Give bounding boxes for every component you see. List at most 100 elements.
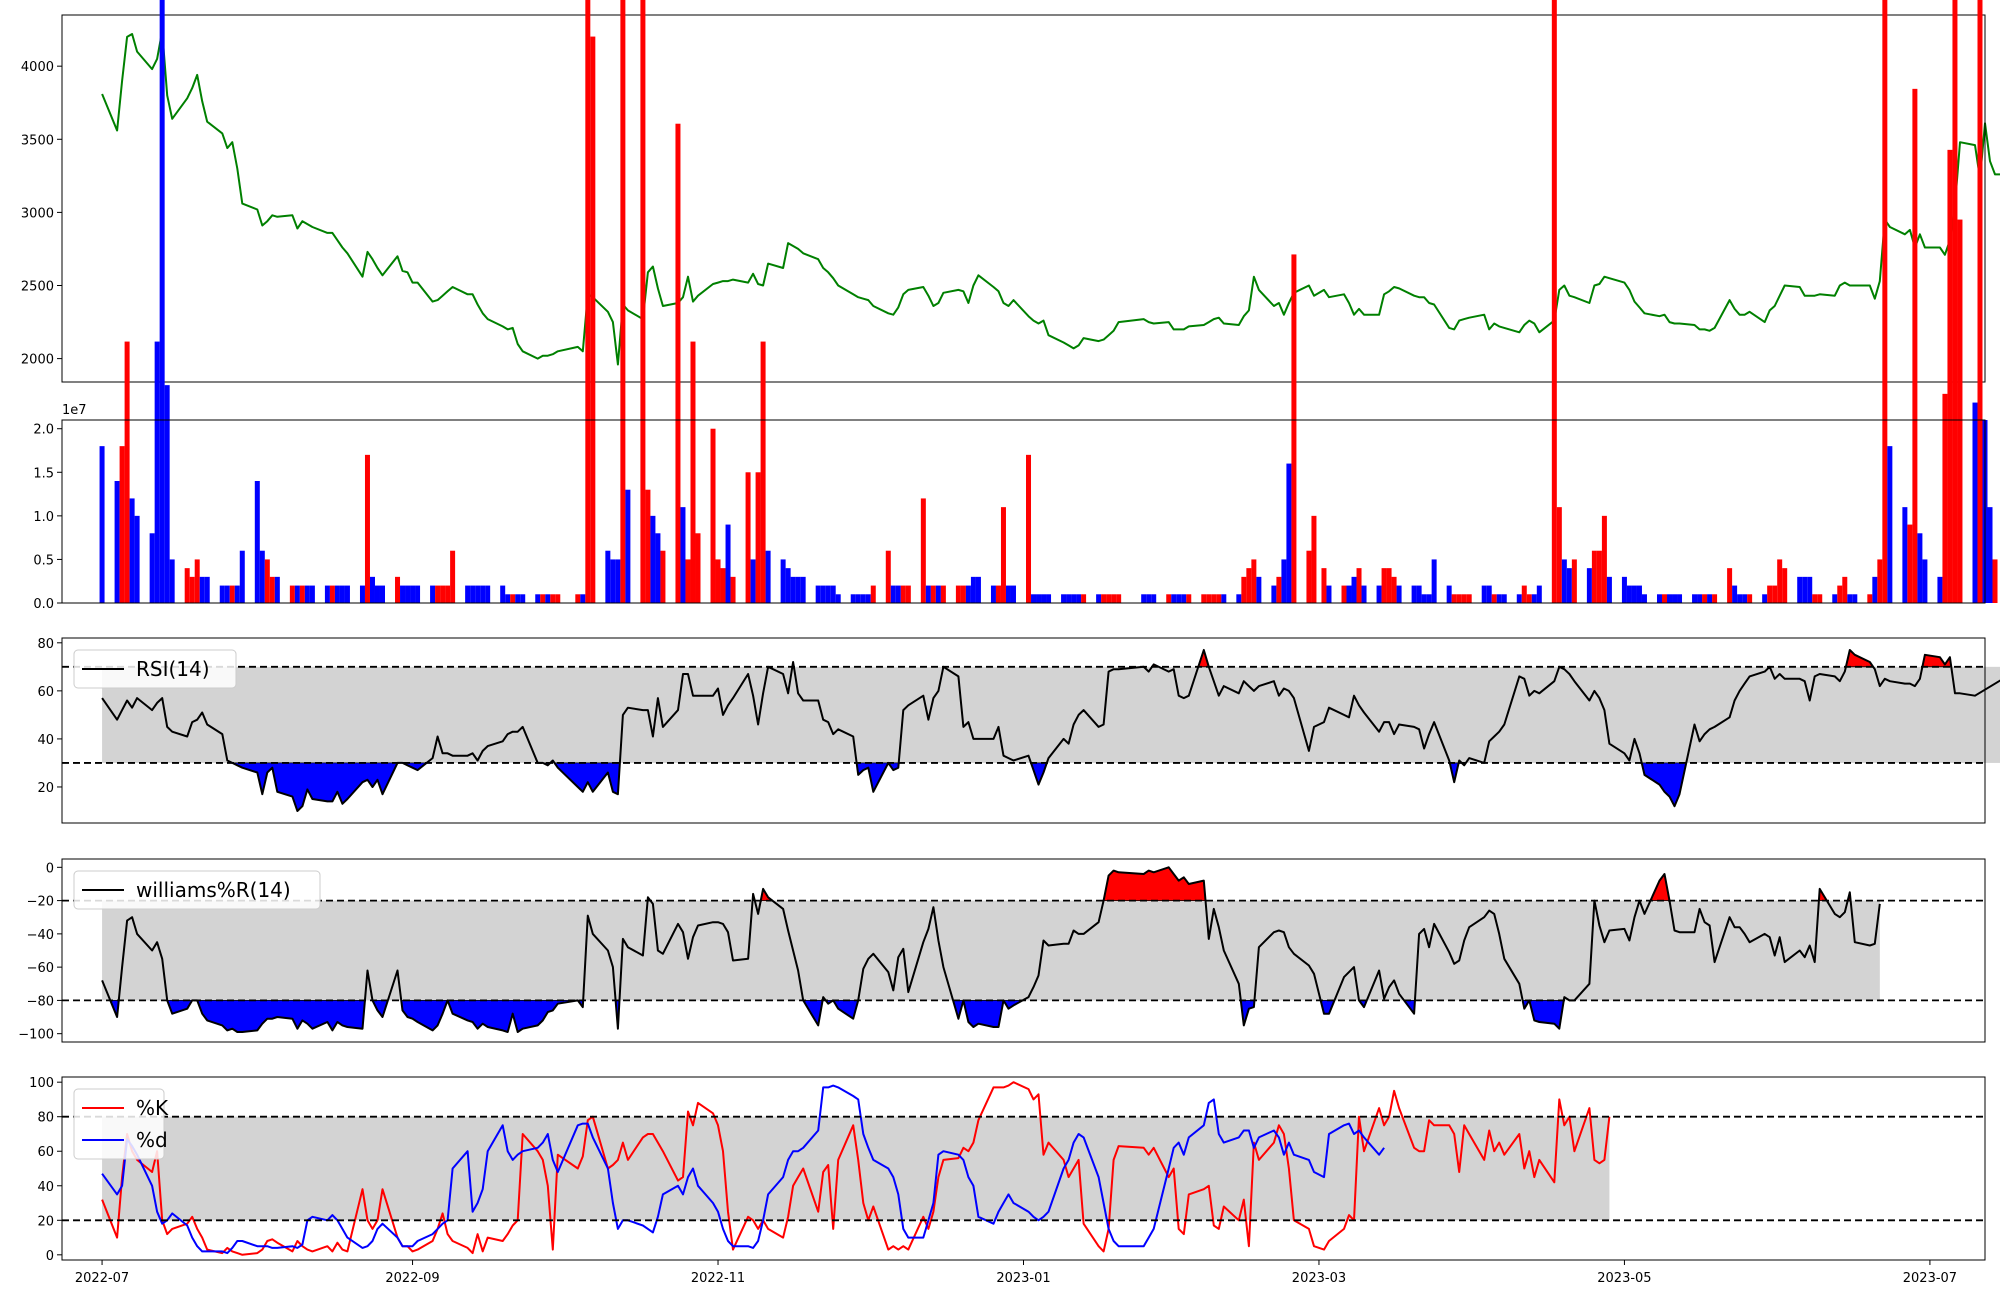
volume-bar bbox=[1236, 594, 1242, 603]
volume-bar bbox=[1046, 594, 1052, 603]
volume-bar bbox=[550, 594, 556, 603]
volume-bar bbox=[324, 585, 330, 603]
volume-bar bbox=[440, 585, 446, 603]
volume-bar bbox=[830, 585, 836, 603]
date-axis: 2022-07 2022-09 2022-11 2023-01 2023-03 2023-… bbox=[75, 1260, 1957, 1286]
volume-bar bbox=[1486, 585, 1492, 603]
volume-bar bbox=[435, 585, 441, 603]
volume-bar bbox=[1667, 594, 1673, 603]
volume-bar bbox=[1536, 585, 1542, 603]
volume-bar bbox=[359, 585, 365, 603]
volume-bar bbox=[1902, 507, 1908, 603]
volume-bar bbox=[1341, 585, 1347, 603]
volume-bar bbox=[765, 550, 771, 603]
volume-bar bbox=[675, 123, 681, 603]
x-tick-label: 2023-07 bbox=[1903, 1271, 1957, 1286]
volume-bar bbox=[274, 576, 280, 603]
volume-bar bbox=[1171, 594, 1177, 603]
rsi-legend bbox=[73, 649, 237, 689]
volume-bar bbox=[695, 533, 701, 603]
volume-bar bbox=[380, 585, 385, 603]
volume-bar bbox=[865, 594, 871, 603]
volume-bar bbox=[855, 594, 861, 603]
volume-bar bbox=[1621, 576, 1627, 603]
legend-label: RSI(14) bbox=[136, 657, 210, 681]
volume-bar bbox=[1887, 446, 1893, 603]
volume-bar bbox=[970, 576, 976, 603]
volume-bar bbox=[1937, 576, 1943, 603]
price-panel: 2000 2500 3000 3500 4000 bbox=[21, 14, 2000, 383]
volume-bar bbox=[1772, 585, 1778, 603]
volume-bar bbox=[580, 594, 586, 603]
volume-bar bbox=[134, 515, 140, 603]
volume-bar bbox=[119, 446, 125, 603]
legend-label: %d bbox=[136, 1128, 168, 1152]
volume-bar bbox=[645, 489, 651, 603]
volume-bar bbox=[1246, 568, 1252, 603]
volume-bar bbox=[369, 576, 375, 603]
y-tick-label: 0 bbox=[46, 1249, 54, 1264]
volume-bar bbox=[1516, 594, 1522, 603]
volume-bar bbox=[259, 550, 265, 603]
price-frame bbox=[61, 14, 1986, 383]
volume-bar bbox=[1832, 594, 1838, 603]
volume-bar bbox=[1606, 576, 1612, 603]
volume-bar bbox=[114, 481, 120, 603]
y-tick-label: −60 bbox=[27, 961, 54, 976]
volume-bar bbox=[1762, 594, 1768, 603]
volume-bar bbox=[1026, 454, 1032, 603]
volume-bar bbox=[1782, 568, 1788, 603]
volume-bar bbox=[294, 585, 300, 603]
volume-bar bbox=[1211, 594, 1217, 603]
volume-bar bbox=[1361, 585, 1367, 603]
volume-bar bbox=[169, 559, 175, 603]
volume-bar bbox=[745, 472, 751, 603]
volume-bar bbox=[1872, 576, 1878, 603]
volume-bar bbox=[1071, 594, 1077, 603]
volume-bar bbox=[1221, 594, 1227, 603]
volume-bar bbox=[154, 341, 160, 603]
volume-bar bbox=[204, 576, 210, 603]
x-tick-label: 2023-01 bbox=[996, 1271, 1050, 1286]
volume-bar bbox=[1186, 594, 1192, 603]
volume-bar bbox=[1852, 594, 1858, 603]
volume-bar bbox=[710, 428, 716, 603]
volume-bar bbox=[445, 585, 451, 603]
y-tick-label: 2.0 bbox=[33, 423, 54, 438]
williams-band bbox=[102, 900, 1880, 1001]
rsi-line bbox=[101, 649, 2000, 812]
volume-bar bbox=[590, 36, 596, 604]
volume-bar bbox=[219, 585, 225, 603]
y-tick-label: 40 bbox=[37, 1180, 54, 1195]
volume-bar bbox=[415, 585, 421, 603]
volume-bar bbox=[1461, 594, 1467, 603]
volume-bar bbox=[149, 533, 155, 603]
volume-bar bbox=[1241, 576, 1247, 603]
volume-bar bbox=[1526, 594, 1532, 603]
volume-bar bbox=[1201, 594, 1207, 603]
volume-bar bbox=[1421, 594, 1427, 603]
volume-bar bbox=[1311, 515, 1317, 603]
volume-bar bbox=[795, 576, 801, 603]
volume-bar bbox=[1106, 594, 1112, 603]
volume-bar bbox=[450, 550, 456, 603]
volume-bar bbox=[535, 594, 541, 603]
volume-bar bbox=[850, 594, 856, 603]
volume-bar bbox=[1847, 594, 1853, 603]
volume-bar bbox=[1326, 585, 1332, 603]
y-tick-label: 0 bbox=[46, 861, 54, 876]
volume-bar bbox=[825, 585, 831, 603]
volume-bar bbox=[1036, 594, 1042, 603]
volume-bar bbox=[725, 524, 731, 603]
volume-bar bbox=[1586, 568, 1592, 603]
volume-bar bbox=[930, 585, 936, 603]
volume-bar bbox=[1000, 507, 1006, 603]
volume-bar bbox=[885, 550, 891, 603]
volume-bar bbox=[1426, 594, 1432, 603]
volume-bar bbox=[1977, 0, 1983, 603]
volume-bar bbox=[1501, 594, 1507, 603]
volume-bar bbox=[990, 585, 996, 603]
volume-bar bbox=[1041, 594, 1047, 603]
volume-bar bbox=[1271, 585, 1277, 603]
volume-bar bbox=[289, 585, 295, 603]
